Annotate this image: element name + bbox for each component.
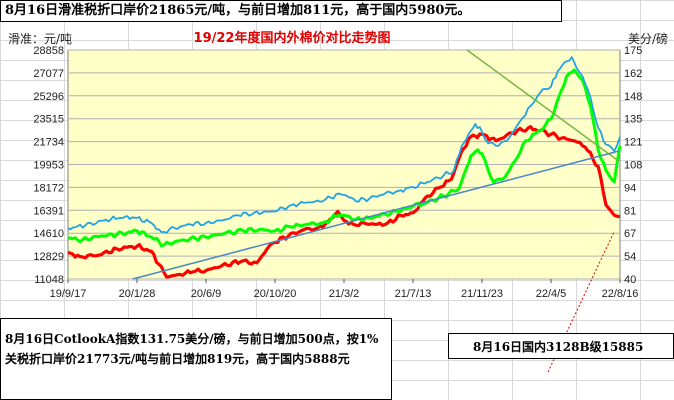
- left-tick-label: 12829: [33, 251, 64, 263]
- left-tick-label: 19953: [33, 160, 64, 172]
- left-tick-label: 16391: [33, 205, 64, 217]
- x-tick-label: 20/1/28: [119, 288, 156, 300]
- domestic-price-note: 8月16日国内3128B级15885: [448, 333, 674, 359]
- top-note: 8月16日滑准税折口岸价21865元/吨，与前日增加811元，高于国内5980元…: [0, 0, 562, 22]
- chart-title: 19/22年度国内外棉价对比走势图: [194, 30, 391, 46]
- left-tick-label: 18172: [33, 182, 64, 194]
- left-tick-label: 23515: [33, 114, 64, 126]
- series-line-0: [67, 125, 621, 279]
- x-tick-label: 21/7/13: [395, 288, 432, 300]
- x-tick-label: 22/4/5: [536, 288, 567, 300]
- right-tick-label: 148: [624, 91, 642, 103]
- right-tick-label: 40: [624, 274, 636, 286]
- x-tick-label: 20/6/9: [191, 288, 222, 300]
- series-line-4: [132, 150, 620, 280]
- series-line-1: [67, 68, 622, 248]
- right-axis-ticks: 40 54 67 81 94 108 121 135 148 162 175: [624, 45, 642, 286]
- left-tick-label: 25296: [33, 91, 64, 103]
- left-tick-label: 11048: [34, 274, 64, 286]
- right-tick-label: 121: [624, 137, 642, 149]
- x-tick-label: 19/9/17: [50, 288, 87, 300]
- left-axis-ticks: 11048 12829 14610 16391 18172 19953 21734 23515…: [33, 45, 64, 286]
- left-tick-label: 21734: [33, 137, 64, 149]
- x-tick-label: 20/10/20: [254, 288, 297, 300]
- cotlook-note: 8月16日CotlookA指数131.75美分/磅，与前日增加500点，按1%关…: [0, 318, 392, 400]
- x-axis-ticks: 19/9/17 20/1/28 20/6/9 20/10/20 21/3/2 21/7/1…: [50, 279, 639, 300]
- right-tick-label: 94: [624, 182, 636, 194]
- left-tick-label: 28858: [33, 45, 64, 57]
- left-tick-label: 14610: [33, 228, 64, 240]
- right-axis-title: 美分/磅: [628, 31, 668, 46]
- series-line-3: [466, 49, 620, 162]
- series-layer: [67, 49, 622, 280]
- left-tick-label: 27077: [33, 68, 64, 80]
- horizontal-gridlines: [68, 49, 620, 280]
- right-tick-label: 67: [624, 228, 636, 240]
- right-tick-label: 108: [624, 160, 642, 172]
- right-tick-label: 162: [624, 68, 642, 80]
- right-tick-label: 81: [624, 205, 636, 217]
- right-tick-label: 54: [624, 251, 636, 263]
- x-tick-label: 21/3/2: [329, 288, 360, 300]
- x-tick-label: 21/11/23: [461, 288, 503, 300]
- right-tick-label: 175: [624, 45, 642, 57]
- series-line-2: [67, 56, 621, 234]
- left-axis-title: 滑准：元/吨: [8, 32, 72, 46]
- x-tick-label: 22/8/16: [602, 288, 639, 300]
- right-tick-label: 135: [624, 114, 642, 126]
